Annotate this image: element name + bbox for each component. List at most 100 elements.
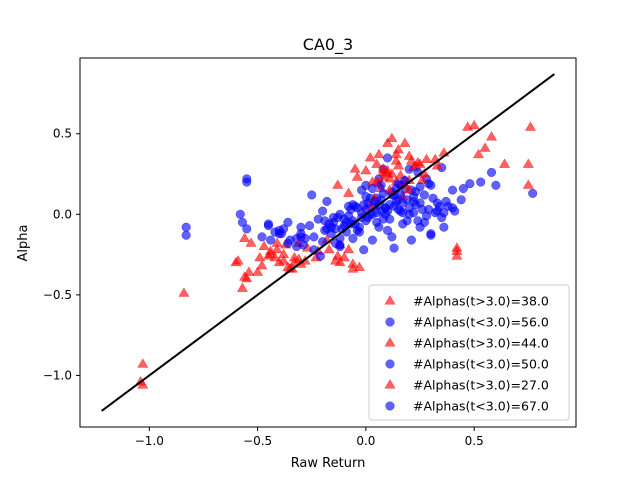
data-point-series-6 xyxy=(283,217,293,227)
legend-label: #Alphas(t<3.0)=67.0 xyxy=(413,399,549,414)
data-point-series-6 xyxy=(419,190,429,200)
data-point-series-3 xyxy=(239,271,251,281)
data-point-series-1 xyxy=(399,137,411,147)
data-point-series-3 xyxy=(254,251,266,262)
data-point-series-6 xyxy=(385,214,395,224)
legend-marker xyxy=(384,379,396,389)
plot-frame xyxy=(79,57,577,428)
data-point-series-2 xyxy=(181,230,191,240)
data-point-series-2 xyxy=(383,153,393,163)
data-point-series-4 xyxy=(257,232,267,242)
data-point-series-5 xyxy=(334,256,346,267)
data-point-series-5 xyxy=(332,179,344,189)
data-point-series-6 xyxy=(389,201,399,211)
data-point-series-5 xyxy=(522,179,534,189)
reference-line xyxy=(101,73,555,412)
data-point-series-6 xyxy=(322,224,332,234)
data-point-series-6 xyxy=(406,235,416,245)
legend-frame xyxy=(368,284,570,421)
data-point-series-3 xyxy=(420,153,433,164)
data-point-series-6 xyxy=(378,188,388,198)
data-point-series-1 xyxy=(178,287,190,297)
data-point-series-6 xyxy=(346,204,356,215)
data-point-series-6 xyxy=(409,196,419,206)
data-point-series-6 xyxy=(361,192,371,202)
data-point-series-1 xyxy=(373,148,385,159)
x-axis: −1.0 −0.5 0.0 0.5 xyxy=(135,427,484,448)
reference-line-layer xyxy=(101,73,555,412)
legend-marker xyxy=(385,317,395,327)
data-point-series-1 xyxy=(364,152,376,162)
data-point-series-5 xyxy=(371,158,383,168)
legend-label: #Alphas(t>3.0)=27.0 xyxy=(413,378,549,393)
data-point-series-3 xyxy=(243,266,255,276)
data-point-series-3 xyxy=(431,160,443,170)
data-point-series-6 xyxy=(367,183,377,194)
legend: #Alphas(t>3.0)=38.0 #Alphas(t<3.0)=56.0 #A… xyxy=(368,284,570,421)
legend-label: #Alphas(t>3.0)=38.0 xyxy=(413,294,549,309)
data-point-series-2 xyxy=(307,190,317,200)
data-point-series-6 xyxy=(296,229,306,239)
data-point-series-1 xyxy=(472,148,485,159)
data-point-series-3 xyxy=(353,261,365,271)
data-point-series-6 xyxy=(432,198,442,208)
data-point-series-6 xyxy=(439,222,449,232)
data-point-series-1 xyxy=(271,243,283,254)
data-point-series-2 xyxy=(318,206,328,216)
data-point-series-2 xyxy=(359,245,369,255)
data-point-series-3 xyxy=(498,158,511,168)
data-point-series-6 xyxy=(376,180,386,190)
data-point-series-5 xyxy=(278,255,290,265)
data-point-series-5 xyxy=(265,248,277,259)
data-point-series-6 xyxy=(437,212,447,223)
data-point-series-5 xyxy=(256,259,268,270)
data-point-series-5 xyxy=(323,243,335,254)
legend-label: #Alphas(t>3.0)=44.0 xyxy=(413,336,549,351)
data-point-series-5 xyxy=(288,251,300,262)
data-point-series-6 xyxy=(398,208,408,218)
x-tick-label: 0.5 xyxy=(465,434,484,448)
data-point-series-2 xyxy=(528,188,538,198)
data-point-series-3 xyxy=(438,147,450,157)
data-point-series-5 xyxy=(390,155,402,165)
legend-label: #Alphas(t<3.0)=50.0 xyxy=(413,357,549,372)
x-tick-label: 0.0 xyxy=(356,434,375,448)
data-point-series-6 xyxy=(313,214,323,224)
y-tick-label: 0.5 xyxy=(53,127,72,141)
data-point-series-6 xyxy=(309,232,319,242)
data-point-series-1 xyxy=(485,131,498,141)
data-point-series-5 xyxy=(239,232,251,242)
x-tick-label: −1.0 xyxy=(135,434,164,448)
data-point-series-1 xyxy=(451,250,463,260)
data-point-series-5 xyxy=(230,256,242,267)
data-point-series-2 xyxy=(486,167,497,177)
data-point-series-2 xyxy=(465,179,475,189)
data-point-series-6 xyxy=(398,198,408,208)
data-point-series-3 xyxy=(338,251,350,262)
data-point-series-3 xyxy=(347,263,359,273)
data-point-series-1 xyxy=(245,237,257,247)
data-point-series-1 xyxy=(381,137,394,147)
x-axis-label: Raw Return xyxy=(291,456,366,471)
legend-marker xyxy=(384,295,396,305)
data-point-series-3 xyxy=(377,171,389,181)
y-tick-label: −0.5 xyxy=(43,288,72,302)
data-point-series-6 xyxy=(285,235,295,245)
data-point-series-1 xyxy=(524,121,537,131)
data-point-series-6 xyxy=(450,206,460,216)
data-point-series-6 xyxy=(331,224,341,234)
data-point-series-5 xyxy=(451,245,463,255)
y-tick-label: 0.0 xyxy=(53,207,72,221)
legend-label: #Alphas(t<3.0)=56.0 xyxy=(413,315,549,330)
data-point-series-2 xyxy=(237,217,247,227)
data-point-series-2 xyxy=(458,183,468,194)
data-point-series-2 xyxy=(447,185,458,195)
data-point-series-6 xyxy=(456,195,466,205)
data-point-series-3 xyxy=(479,142,491,152)
data-point-series-6 xyxy=(263,221,273,231)
data-point-series-5 xyxy=(360,164,372,175)
data-point-series-4 xyxy=(335,241,345,252)
data-point-series-2 xyxy=(491,180,501,190)
data-point-series-2 xyxy=(242,177,252,187)
y-axis: −1.0 −0.5 0.0 0.5 xyxy=(43,127,80,382)
